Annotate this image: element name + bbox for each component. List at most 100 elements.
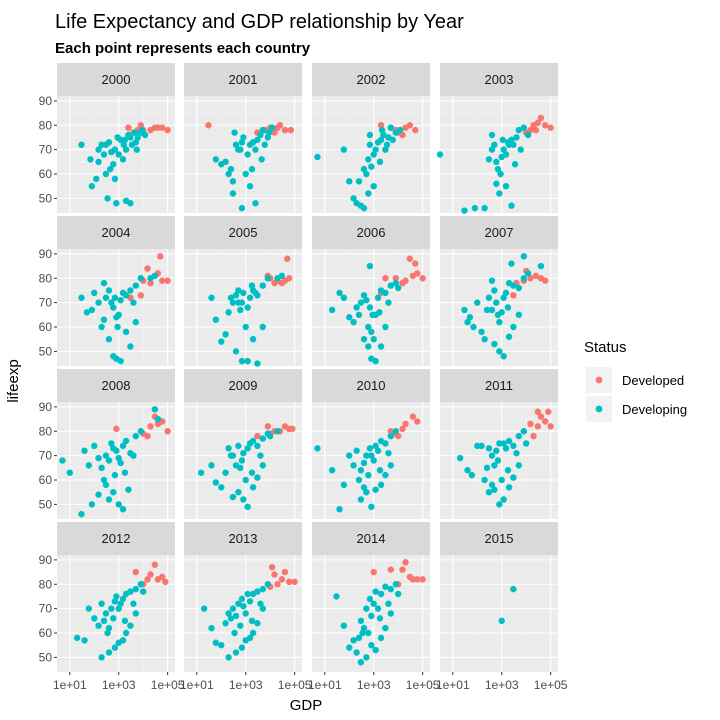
point-developed	[164, 277, 171, 284]
point-developing	[396, 126, 404, 134]
point-developing	[387, 432, 395, 440]
point-developing	[91, 289, 98, 297]
point-developing	[504, 467, 512, 474]
facet-strip	[57, 369, 175, 402]
facet-strip-label: 2005	[229, 225, 258, 240]
point-developed	[419, 576, 426, 583]
facet-panel-2005: 2005	[184, 216, 302, 367]
point-developing	[240, 496, 247, 503]
point-developing	[231, 129, 238, 136]
point-developed	[377, 122, 385, 129]
facet-strip	[57, 63, 175, 96]
point-developing	[232, 612, 240, 620]
point-developed	[144, 576, 151, 583]
point-developing	[91, 442, 98, 450]
point-developing	[461, 207, 468, 214]
point-developing	[382, 583, 389, 590]
facet-panel-2003: 2003	[436, 63, 558, 214]
point-developing	[488, 131, 496, 139]
facet-strip-label: 2012	[102, 531, 131, 546]
facet-strip-label: 2013	[229, 531, 258, 546]
point-developing	[365, 629, 372, 637]
point-developing	[254, 442, 261, 450]
point-developed	[137, 292, 145, 299]
point-developing	[383, 141, 391, 148]
point-developing	[497, 170, 504, 178]
point-developing	[141, 131, 149, 139]
point-developing	[264, 134, 272, 141]
point-developed	[144, 432, 151, 440]
facet-strip-label: 2008	[102, 378, 131, 393]
point-developing	[231, 629, 238, 637]
point-developing	[369, 311, 376, 319]
point-developing	[488, 306, 496, 314]
point-developed	[162, 578, 169, 586]
point-developing	[382, 624, 389, 632]
facet-strip	[440, 63, 558, 96]
point-developing	[377, 343, 385, 350]
y-tick-label: 60	[39, 626, 53, 640]
point-developing	[360, 624, 368, 632]
point-developing	[382, 323, 389, 331]
point-developing	[488, 277, 496, 284]
point-developing	[377, 481, 385, 489]
point-developed	[254, 432, 261, 440]
point-developed	[527, 420, 534, 428]
point-developing	[111, 175, 119, 183]
point-developing	[110, 304, 117, 311]
point-developing	[485, 156, 493, 163]
point-developing	[259, 605, 267, 612]
point-developing	[370, 600, 377, 607]
point-developing	[95, 622, 102, 629]
point-developing	[225, 610, 232, 617]
point-developing	[374, 605, 382, 612]
point-developing	[102, 170, 110, 178]
y-tick-label: 90	[39, 400, 53, 414]
point-developing	[121, 136, 129, 144]
facet-strip	[440, 522, 558, 555]
point-developing	[382, 146, 389, 153]
point-developing	[333, 593, 340, 600]
point-developing	[154, 415, 162, 423]
point-developed	[159, 277, 166, 284]
point-developing	[360, 292, 368, 299]
point-developed	[414, 270, 421, 277]
point-developing	[360, 335, 368, 343]
point-developing	[368, 328, 375, 336]
point-developing	[257, 452, 264, 459]
point-developing	[365, 323, 372, 331]
facet-strip-label: 2010	[357, 378, 386, 393]
point-developing	[242, 610, 249, 617]
point-developing	[85, 462, 93, 469]
point-developing	[353, 304, 360, 311]
point-developed	[113, 425, 120, 433]
point-developing	[127, 343, 134, 350]
point-developed	[147, 423, 154, 430]
point-developing	[98, 464, 105, 472]
facet-strip-label: 2004	[102, 225, 131, 240]
facet-strip-label: 2002	[357, 72, 386, 87]
point-developing	[98, 654, 105, 661]
point-developing	[491, 486, 498, 493]
point-developing	[488, 452, 496, 459]
point-developing	[515, 311, 523, 319]
point-developing	[105, 624, 113, 632]
x-tick-label: 1e+03	[229, 678, 263, 692]
y-tick-label: 90	[39, 553, 53, 567]
facet-panel-2002: 2002	[312, 63, 430, 213]
y-tick-label: 70	[39, 296, 53, 310]
point-developing	[502, 151, 510, 158]
facet-panel-2012: 2012 50 60 70 80 90 1e+01 1e+03 1e+05	[39, 522, 185, 692]
point-developing	[511, 161, 519, 168]
point-developing	[225, 309, 232, 316]
legend-title: Status	[584, 339, 627, 356]
y-tick-label: 60	[39, 167, 53, 181]
point-developed	[268, 563, 276, 571]
point-developing	[485, 488, 493, 496]
point-developing	[218, 484, 225, 491]
point-developing	[387, 462, 395, 469]
point-developing	[249, 437, 257, 445]
point-developing	[466, 314, 474, 321]
point-developing	[88, 501, 96, 508]
point-developing	[119, 442, 127, 450]
